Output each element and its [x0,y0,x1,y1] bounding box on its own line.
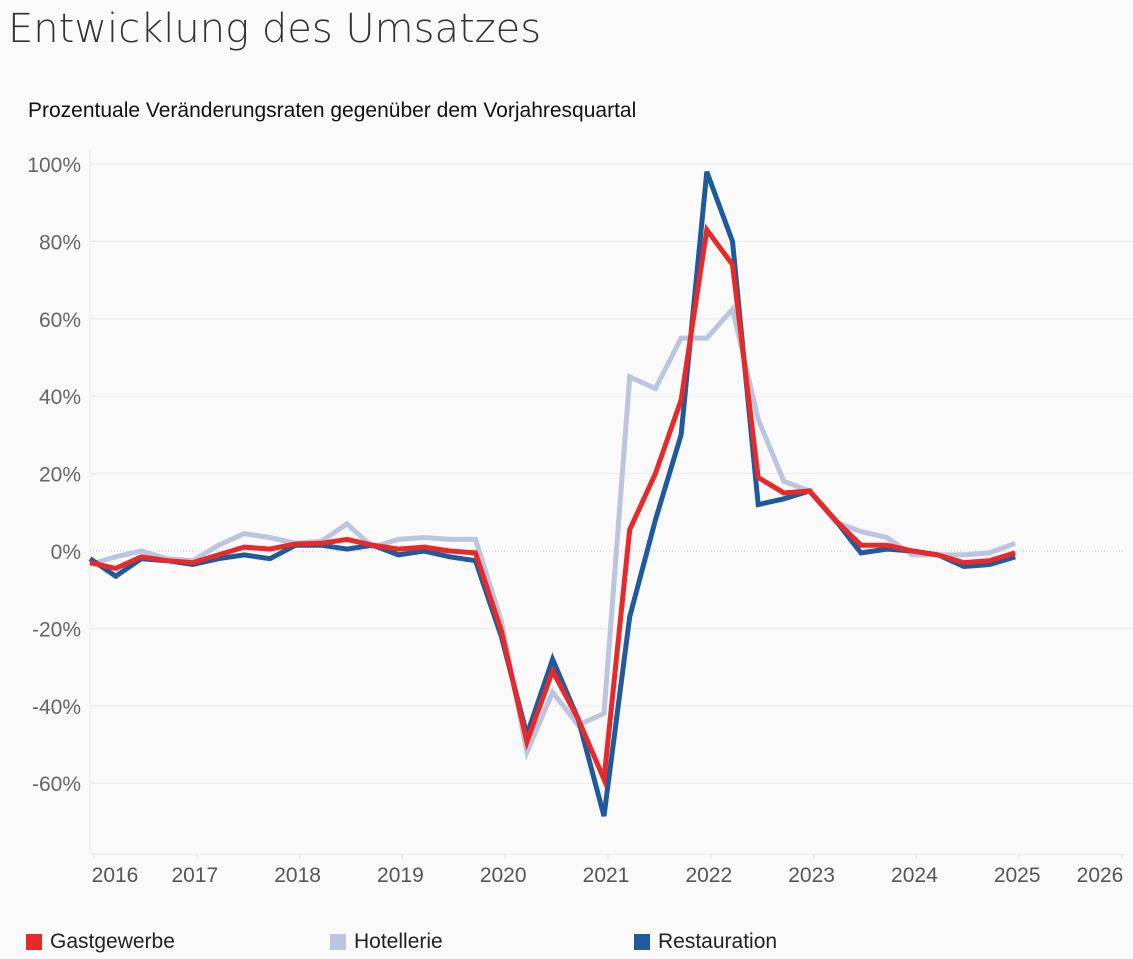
page-title: Entwicklung des Umsatzes [8,6,542,52]
x-tick-label: 2018 [274,864,321,887]
line-chart: -60%-40%-20%0%20%40%60%80%100% 2016 2017 2… [27,150,1133,887]
legend-item-gastgewerbe[interactable]: Gastgewerbe [26,930,175,954]
y-tick-label: -60% [32,773,81,796]
chart-subtitle: Prozentuale Veränderungsraten gegenüber … [28,99,637,122]
y-tick-label: 80% [39,231,81,254]
y-tick-label: 60% [39,309,81,332]
legend-label: Restauration [658,930,778,953]
series-line-gastgewerbe [89,223,1016,790]
x-tick-label: 2017 [171,864,218,887]
legend: Gastgewerbe Hotellerie Restauration [0,930,1133,956]
x-tick-label: 2023 [788,864,835,887]
x-tick-label: 2025 [994,864,1041,887]
legend-label: Gastgewerbe [50,930,175,953]
x-tick-label: 2016 [92,864,139,887]
legend-item-restauration[interactable]: Restauration [634,930,777,954]
x-tick-label: 2026 [1077,864,1124,887]
y-tick-label: -20% [32,618,81,641]
y-axis: -60% -40% -20% 0% 20% 40% 60% 80% 100% [27,154,81,796]
y-tick-label: 20% [39,464,81,487]
legend-swatch-restauration [634,934,650,950]
grid-lines [89,150,1133,855]
y-tick-label: 40% [39,386,81,409]
x-tick-label: 2021 [583,864,630,887]
x-tick-label: 2022 [685,864,732,887]
series-lines [88,170,1017,817]
legend-item-hotellerie[interactable]: Hotellerie [330,930,443,954]
y-tick-label: -40% [32,696,81,719]
y-tick-label: 100% [27,154,81,177]
legend-swatch-hotellerie [330,934,346,950]
x-tick-label: 2024 [891,864,938,887]
series-line-restauration [88,170,1016,817]
x-axis: 2016 2017 2018 2019 2020 2021 2022 2023 2024 2025… [92,854,1124,887]
x-tick-label: 2020 [480,864,527,887]
x-tick-label: 2019 [377,864,424,887]
series-line-hotellerie [89,303,1017,761]
legend-swatch-gastgewerbe [26,934,42,950]
y-tick-label: 0% [51,541,81,564]
legend-label: Hotellerie [354,930,443,953]
